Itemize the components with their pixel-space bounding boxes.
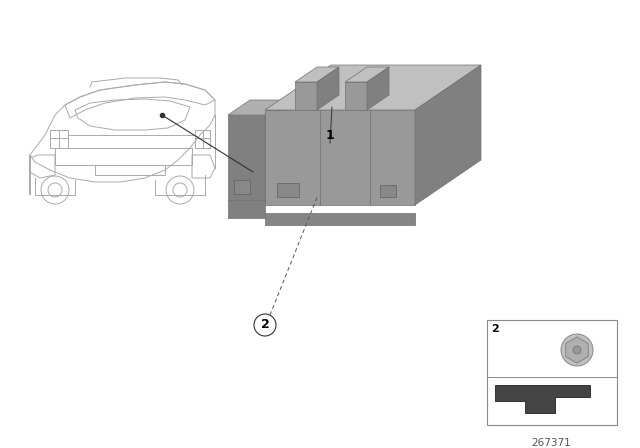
Polygon shape [295,82,317,110]
Polygon shape [265,65,481,110]
Polygon shape [228,200,265,218]
Polygon shape [495,385,590,413]
Polygon shape [265,100,287,200]
Polygon shape [345,67,389,82]
Circle shape [573,346,581,354]
Polygon shape [295,67,339,82]
Text: 267371: 267371 [531,438,571,448]
Polygon shape [415,65,481,205]
Bar [234,180,250,194]
Text: 1: 1 [326,129,334,142]
Polygon shape [317,67,339,110]
Polygon shape [566,337,588,363]
Polygon shape [367,67,389,110]
Polygon shape [228,100,287,115]
Polygon shape [345,82,367,110]
Polygon shape [265,213,415,225]
Bar [487,320,617,425]
Text: 2: 2 [260,319,269,332]
Bar [380,185,396,197]
Bar [277,183,299,197]
Circle shape [561,334,593,366]
Polygon shape [228,115,265,200]
Text: 2: 2 [491,324,499,334]
Polygon shape [265,110,415,205]
